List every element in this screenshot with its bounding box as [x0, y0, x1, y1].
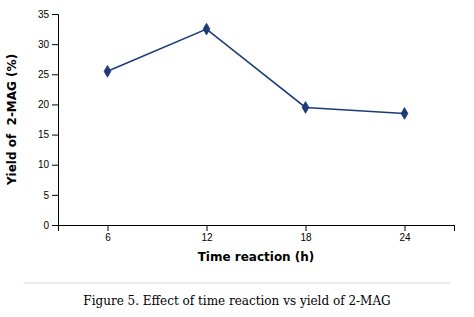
y-tick-label: 35	[38, 9, 50, 20]
y-tick: 10	[38, 159, 58, 170]
x-tick-label: 6	[105, 232, 111, 243]
y-axis: 0 5 10 15 20 25 30 35	[38, 9, 59, 231]
y-tick-mark	[52, 104, 58, 105]
x-tick: 18	[300, 225, 312, 243]
line	[108, 29, 405, 113]
y-tick-label: 15	[38, 129, 50, 140]
y-tick: 30	[38, 39, 58, 50]
marker	[104, 65, 111, 77]
y-tick: 5	[43, 190, 58, 201]
plot: 6 12 18 24 0 5 10 15 20 25 30 35	[38, 9, 455, 243]
x-axis-line	[59, 226, 455, 232]
y-tick: 0	[43, 220, 58, 231]
y-tick-mark	[52, 165, 58, 166]
x-axis: 6 12 18 24	[59, 225, 455, 243]
y-tick-mark	[52, 135, 58, 136]
y-tick-label: 25	[38, 69, 50, 80]
y-tick: 25	[38, 69, 58, 80]
y-tick: 35	[38, 9, 58, 20]
caption-separator	[24, 283, 451, 284]
caption: Figure 5. Effect of time reaction vs yie…	[83, 294, 390, 308]
marker	[401, 108, 408, 120]
x-tick-label: 24	[399, 232, 411, 243]
y-tick-label: 30	[38, 39, 50, 50]
x-tick-mark	[108, 225, 109, 231]
y-tick-mark	[52, 44, 58, 45]
x-tick-label: 12	[201, 232, 213, 243]
x-tick-mark	[306, 225, 307, 231]
y-tick-mark	[52, 195, 58, 196]
x-tick-label: 18	[300, 232, 312, 243]
marker	[302, 102, 309, 114]
marks	[104, 23, 408, 119]
y-tick-mark	[52, 74, 58, 75]
x-tick: 12	[201, 225, 213, 243]
y-tick-mark	[52, 225, 58, 226]
x-axis-title: Time reaction (h)	[198, 250, 315, 264]
y-axis-title: Yield of 2-MAG (%)	[5, 54, 19, 186]
x-tick: 24	[399, 225, 411, 243]
x-tick-mark	[207, 225, 208, 231]
x-tick-mark	[405, 225, 406, 231]
y-axis-line	[52, 15, 59, 226]
y-tick: 20	[38, 99, 58, 110]
y-tick: 15	[38, 129, 58, 140]
y-tick-label: 20	[38, 99, 50, 110]
x-tick: 6	[105, 225, 111, 243]
marker	[203, 23, 210, 35]
y-tick-label: 0	[43, 220, 49, 231]
y-tick-mark	[52, 14, 58, 15]
y-tick-label: 10	[38, 159, 50, 170]
chart: 6 12 18 24 0 5 10 15 20 25 30 35 Time reaction (h) Yi…	[0, 0, 474, 317]
y-tick-label: 5	[43, 190, 49, 201]
